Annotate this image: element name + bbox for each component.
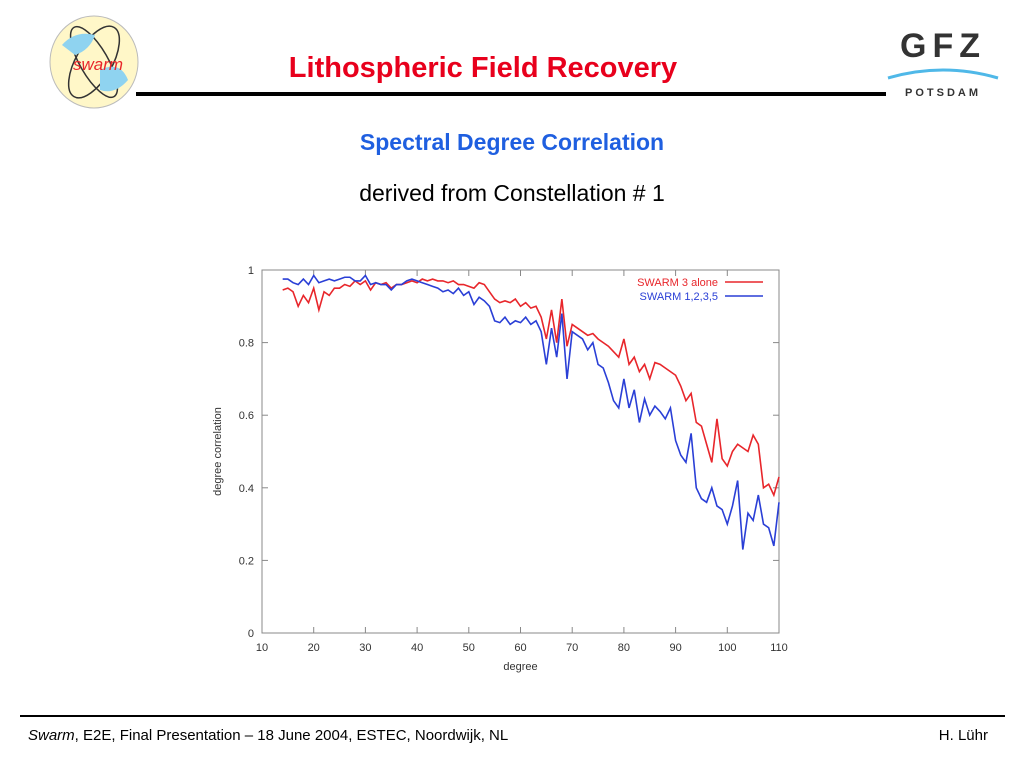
x-tick-label: 70 — [566, 642, 578, 654]
continent — [62, 33, 128, 92]
series-line — [282, 273, 780, 550]
x-axis-label: degree — [503, 661, 537, 673]
footer-author: H. Lühr — [938, 727, 988, 744]
plot-frame — [261, 269, 780, 634]
legend-label: SWARM 3 alone — [637, 277, 718, 289]
y-tick-label: 0.4 — [239, 483, 254, 495]
gfz-sub: POTSDAM — [905, 87, 981, 99]
footer-text: , E2E, Final Presentation – 18 June 2004… — [74, 727, 509, 744]
gfz-logo: GFZ — [900, 27, 986, 65]
x-tick-label: 80 — [618, 642, 630, 654]
orbit — [69, 25, 119, 99]
y-tick-label: 0.6 — [239, 410, 254, 422]
x-tick-label: 50 — [463, 642, 475, 654]
y-tick-label: 0 — [248, 628, 254, 640]
footer-rule — [20, 715, 1005, 717]
title: Lithospheric Field Recovery — [288, 52, 678, 84]
x-tick-label: 100 — [718, 642, 736, 654]
x-tick-label: 30 — [359, 642, 371, 654]
y-tick-label: 0.2 — [239, 555, 254, 567]
subtitle: Spectral Degree Correlation — [359, 129, 665, 155]
series-line — [282, 278, 780, 498]
x-tick-label: 110 — [770, 642, 788, 654]
footer-italic: Swarm — [28, 727, 75, 744]
x-tick-label: 60 — [514, 642, 526, 654]
x-tick-label: 90 — [669, 642, 681, 654]
x-tick-label: 20 — [308, 642, 320, 654]
x-tick-label: 10 — [256, 642, 268, 654]
header-rule — [136, 92, 886, 96]
footer: Swarm, E2E, Final Presentation – 18 June… — [28, 727, 508, 744]
gfz-swoosh — [887, 68, 999, 80]
logo-text: swarm — [73, 55, 123, 74]
x-tick-label: 40 — [411, 642, 423, 654]
subtitle: derived from Constellation # 1 — [359, 180, 665, 206]
y-tick-label: 0.8 — [239, 338, 254, 350]
y-tick-label: 1 — [248, 265, 254, 277]
legend-label: SWARM 1,2,3,5 — [640, 291, 718, 303]
y-axis-label: degree correlation — [212, 407, 224, 496]
